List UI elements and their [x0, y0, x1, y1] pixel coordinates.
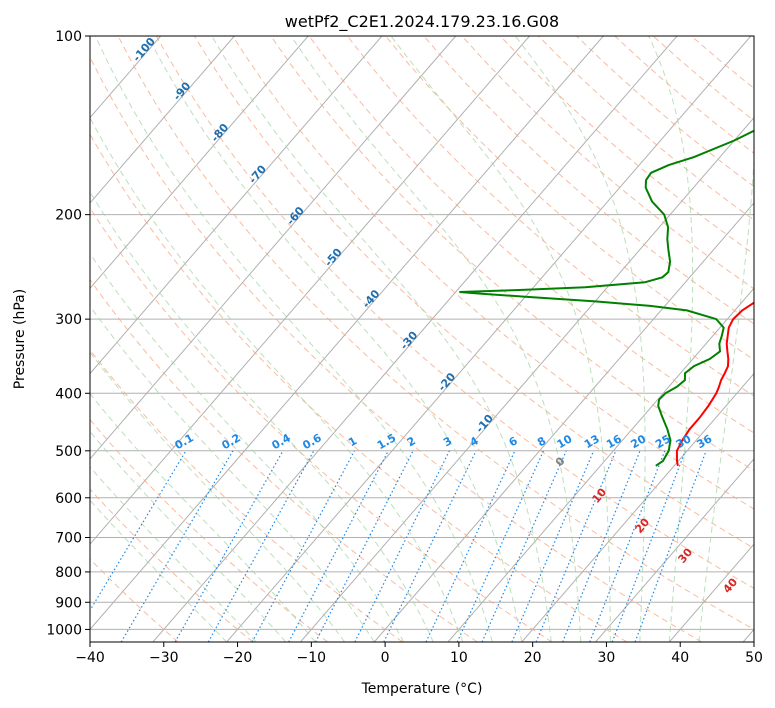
isotherm-line [90, 36, 309, 290]
y-tick-label: 400 [55, 386, 82, 402]
moist-adiabat [90, 116, 464, 642]
plot-frame [89, 35, 755, 643]
dry-adiabat [90, 278, 478, 642]
mixing-ratio-line [251, 450, 356, 642]
moist-adiabat [90, 351, 346, 642]
y-tick-label: 300 [55, 312, 82, 328]
y-axis-title: Pressure (hPa) [12, 289, 28, 389]
dry-adiabat [90, 558, 179, 642]
y-axis: 100 200 300 400 500 600 700 800 900 1000 [46, 29, 90, 638]
dry-adiabat [90, 349, 403, 642]
mixing-ratio-line [535, 450, 617, 642]
moist-adiabat [90, 252, 405, 642]
moist-adiabat [648, 36, 694, 642]
moist-adiabat [211, 36, 552, 642]
x-tick-label: 50 [745, 650, 763, 666]
moist-adiabat [90, 191, 434, 642]
mixing-ratio-line [511, 450, 595, 642]
x-axis: −40 −30 −20 −10 0 10 20 30 40 50 [75, 642, 763, 666]
mixing-ratio-line [207, 450, 315, 642]
y-tick-label: 200 [55, 208, 82, 224]
dry-adiabat [308, 36, 754, 434]
dry-adiabat [232, 36, 754, 510]
temperature-profile [675, 301, 754, 466]
moist-adiabat [90, 430, 287, 642]
moist-adiabat [90, 305, 375, 642]
mixing-ratio-line [425, 450, 516, 642]
x-tick-label: 40 [671, 650, 689, 666]
isotherm-line [90, 36, 235, 204]
dry-adiabat [90, 207, 553, 642]
dry-adiabat [90, 488, 254, 642]
isotherm-line [521, 372, 754, 642]
x-tick-label: −20 [223, 650, 253, 666]
mixing-ratio-line [120, 450, 234, 642]
dry-adiabat [90, 418, 329, 642]
x-tick-label: 20 [524, 650, 542, 666]
dry-adiabat [194, 36, 754, 549]
y-tick-label: 600 [55, 491, 82, 507]
isotherm-line [90, 36, 457, 460]
dewpoint-profile [459, 129, 754, 467]
moist-adiabat [90, 466, 257, 642]
x-tick-label: 10 [450, 650, 468, 666]
moist-adiabat [390, 36, 611, 642]
dry-adiabat [117, 36, 754, 630]
x-tick-label: −30 [149, 650, 179, 666]
dry-adiabat [385, 36, 754, 361]
isotherm-line [90, 36, 530, 545]
isotherm-line [373, 202, 754, 642]
y-tick-label: 500 [55, 444, 82, 460]
moist-adiabat [514, 36, 646, 642]
dry-adiabat [90, 55, 703, 642]
isotherm-line [90, 36, 383, 375]
y-tick-label: 800 [55, 565, 82, 581]
dry-adiabat [347, 36, 754, 397]
isotherm-line [447, 287, 754, 642]
moist-adiabat [147, 36, 523, 642]
isotherm-line [300, 116, 754, 642]
moist-adiabat [290, 36, 582, 642]
y-tick-label: 1000 [46, 622, 82, 638]
y-tick-label: 700 [55, 531, 82, 547]
x-tick-label: 30 [598, 650, 616, 666]
moist-adiabat [94, 36, 493, 642]
y-tick-label: 100 [55, 29, 82, 45]
isotherm-line [152, 36, 678, 642]
dry-adiabat [155, 36, 754, 589]
x-axis-title: Temperature (°C) [361, 681, 483, 697]
mixing-ratio-line [456, 450, 545, 642]
dry-adiabat [423, 36, 754, 325]
moist-adiabat [90, 392, 316, 642]
y-tick-label: 900 [55, 595, 82, 611]
mixing-ratio-line [481, 450, 567, 642]
mixing-ratio-line [383, 450, 477, 642]
x-tick-label: −40 [75, 650, 105, 666]
mixing-ratio-line [174, 450, 284, 642]
series-layer [459, 129, 754, 467]
x-tick-label: −10 [297, 650, 327, 666]
isotherm-line [226, 36, 752, 642]
dry-adiabat [90, 133, 628, 642]
isotherm-line [595, 458, 754, 642]
chart-title: wetPf2_C2E1.2024.179.23.16.G08 [285, 12, 559, 32]
isotherm-line [90, 36, 604, 631]
moist-adiabat [698, 153, 754, 642]
x-tick-label: 0 [381, 650, 390, 666]
